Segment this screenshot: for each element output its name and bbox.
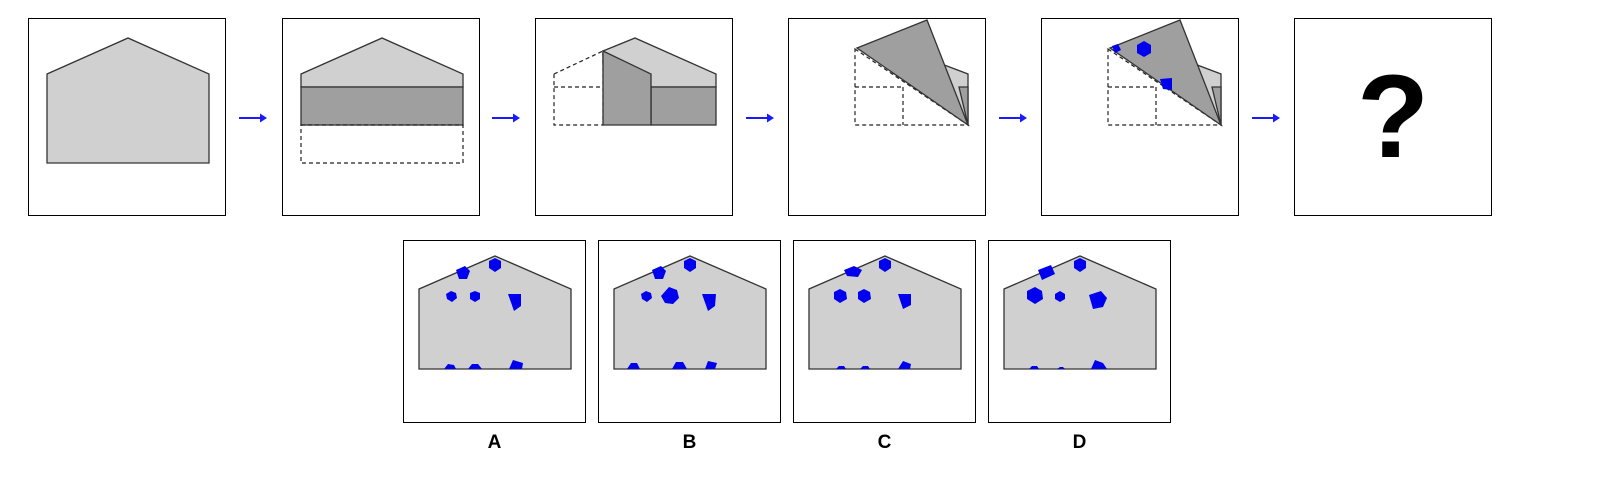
- hole: [508, 294, 521, 311]
- hole: [860, 366, 870, 369]
- hole: [509, 360, 523, 369]
- step-4-panel: [788, 18, 986, 216]
- hole: [468, 364, 482, 369]
- paper-top: [300, 37, 464, 88]
- arrow-icon: [746, 113, 774, 123]
- paper-shape: [613, 255, 767, 370]
- paper-shape: [808, 255, 962, 370]
- hole: [652, 266, 666, 279]
- hole: [672, 362, 687, 369]
- option-a-panel[interactable]: [403, 240, 586, 423]
- hole-2: [1137, 41, 1151, 57]
- paper-right-lower: [1211, 86, 1222, 126]
- hole: [1027, 287, 1043, 304]
- hole-3: [1160, 78, 1172, 90]
- hole: [1055, 291, 1065, 302]
- unfolded-paper-figure: [46, 37, 210, 164]
- paper-shape: [46, 37, 210, 164]
- question-panel: ?: [1294, 18, 1492, 216]
- hole: [661, 287, 679, 304]
- hole: [1038, 265, 1055, 280]
- option-b-figure: [613, 255, 767, 370]
- option-d-panel[interactable]: [988, 240, 1171, 423]
- hole: [446, 291, 457, 302]
- hole: [898, 361, 911, 369]
- hole: [858, 289, 871, 303]
- hole: [1029, 366, 1039, 369]
- option-c-figure: [808, 255, 962, 370]
- step-1-panel: [28, 18, 226, 216]
- hole: [702, 294, 716, 311]
- hole: [489, 258, 501, 272]
- folded-flap: [602, 49, 652, 126]
- hole: [879, 258, 891, 272]
- hole: [641, 291, 652, 302]
- option-c-label: C: [877, 432, 892, 453]
- option-d-figure: [1003, 255, 1157, 370]
- arrow-icon: [492, 113, 520, 123]
- paper-right-lower: [958, 86, 969, 126]
- dashed-original-outline: [300, 124, 464, 164]
- step-5-panel: [1041, 18, 1239, 216]
- fold-3-figure: [854, 19, 970, 127]
- paper-right-strip: [650, 86, 717, 126]
- option-c-panel[interactable]: [793, 240, 976, 423]
- hole: [898, 294, 911, 309]
- folded-triangle: [855, 19, 970, 127]
- question-mark: ?: [1356, 51, 1430, 183]
- option-a-figure: [418, 255, 572, 370]
- dashed-left-outline: [553, 50, 604, 126]
- step-2-panel: [282, 18, 480, 216]
- option-a-label: A: [487, 432, 502, 453]
- option-b-label: B: [682, 432, 697, 453]
- option-d-label: D: [1072, 432, 1087, 453]
- arrow-icon: [999, 113, 1027, 123]
- arrow-icon: [239, 113, 267, 123]
- fold-1-figure: [300, 37, 464, 164]
- hole: [1074, 258, 1086, 272]
- hole: [456, 266, 470, 279]
- hole: [1091, 360, 1107, 369]
- fold-2-figure: [553, 37, 717, 126]
- hole: [844, 266, 862, 277]
- paper-shape: [1003, 255, 1157, 370]
- hole: [836, 366, 846, 369]
- step-3-panel: [535, 18, 733, 216]
- arrow-icon: [1252, 113, 1280, 123]
- paper-shape: [418, 255, 572, 370]
- hole: [1089, 291, 1107, 309]
- hole: [444, 364, 456, 369]
- option-b-panel[interactable]: [598, 240, 781, 423]
- hole: [834, 289, 847, 303]
- hole: [705, 361, 717, 369]
- folded-strip: [300, 86, 464, 126]
- hole: [684, 258, 696, 272]
- hole: [470, 291, 480, 302]
- hole: [627, 363, 640, 369]
- punched-figure: [1107, 19, 1223, 127]
- hole: [1057, 367, 1065, 369]
- hole-1: [1112, 44, 1121, 53]
